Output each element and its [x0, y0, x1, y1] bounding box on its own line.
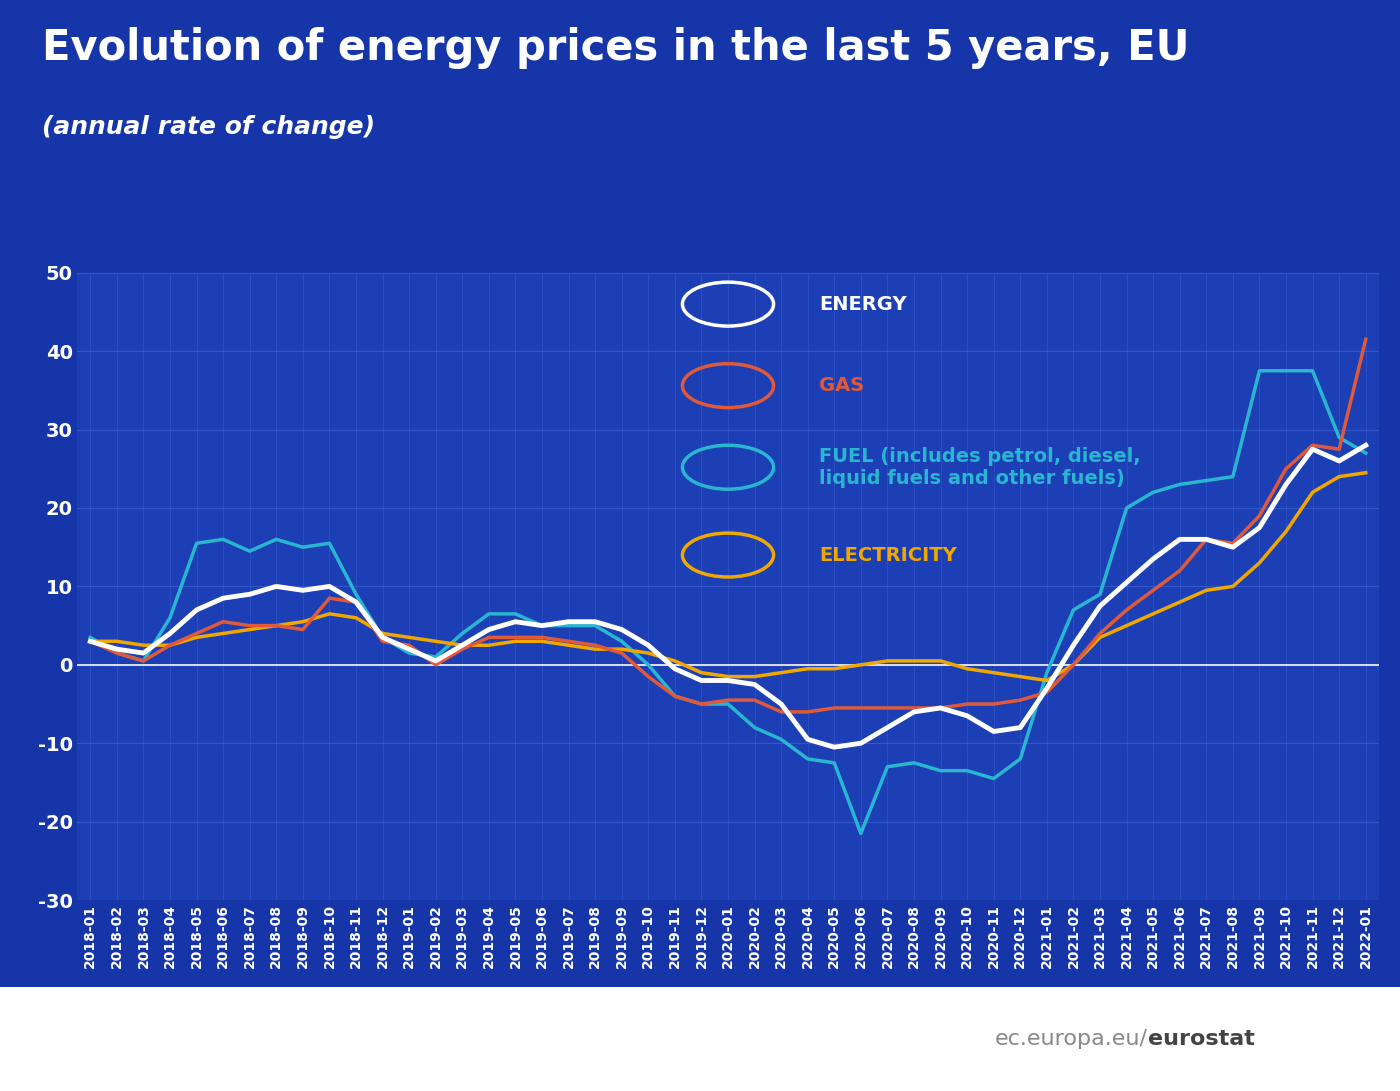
Text: GAS: GAS — [819, 376, 864, 395]
Text: ENERGY: ENERGY — [819, 295, 907, 313]
Text: Evolution of energy prices in the last 5 years, EU: Evolution of energy prices in the last 5… — [42, 27, 1190, 69]
Text: eurostat: eurostat — [1148, 1029, 1254, 1048]
Text: ec.europa.eu/: ec.europa.eu/ — [995, 1029, 1148, 1048]
Text: FUEL (includes petrol, diesel,
liquid fuels and other fuels): FUEL (includes petrol, diesel, liquid fu… — [819, 446, 1141, 488]
Text: (annual rate of change): (annual rate of change) — [42, 115, 375, 139]
Text: ELECTRICITY: ELECTRICITY — [819, 546, 956, 564]
